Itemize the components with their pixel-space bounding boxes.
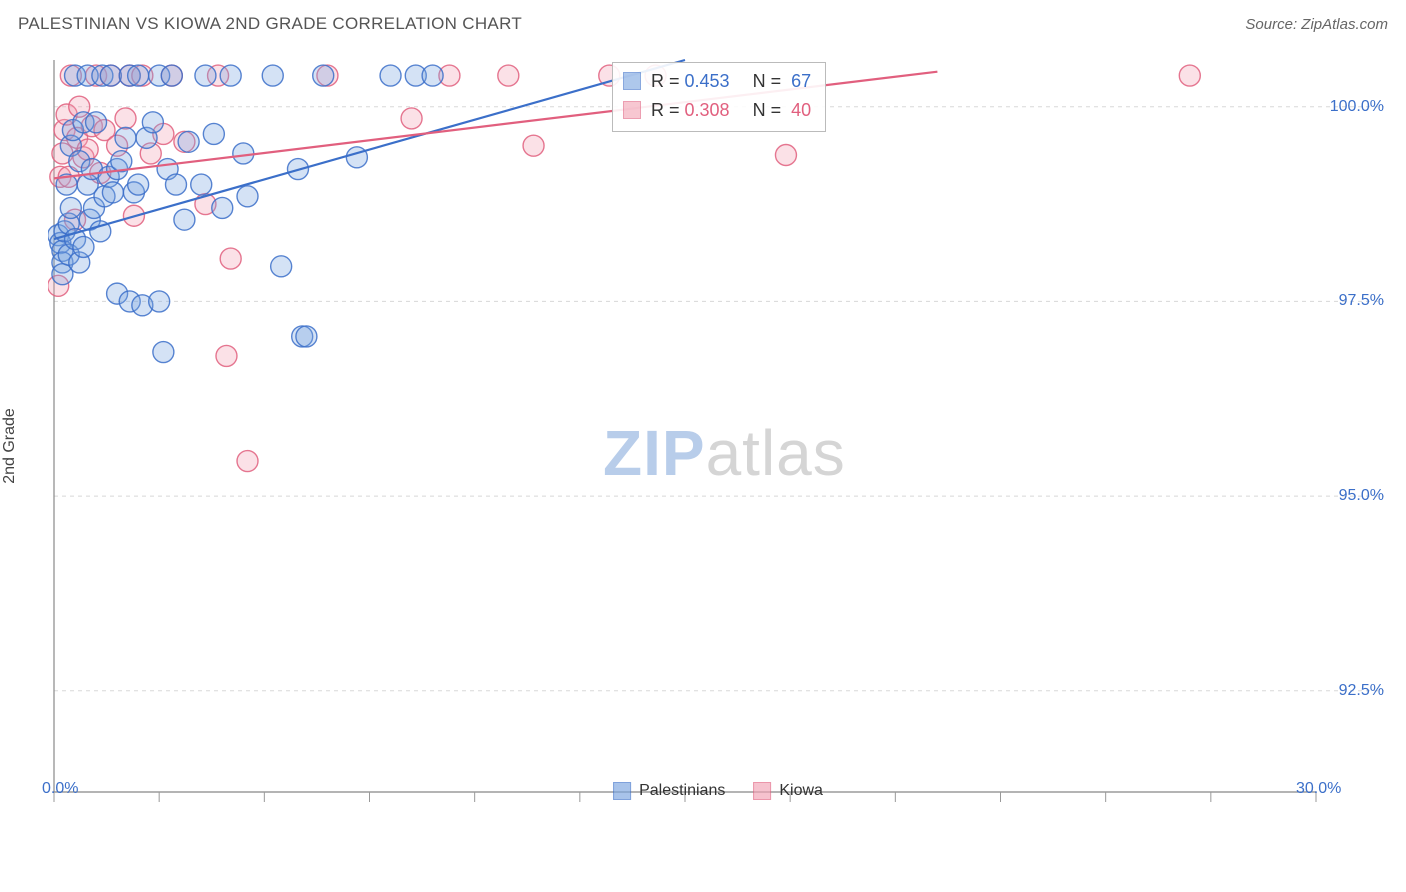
legend-swatch [613,782,631,800]
series-swatch [623,101,641,119]
x-min-label: 0.0% [42,780,78,798]
legend: Palestinians Kiowa [613,782,823,800]
legend-item: Kiowa [753,782,823,800]
correlation-stats-box: R = 0.453 N = 67R = 0.308 N = 40 [612,62,826,132]
chart-area: ZIPatlas R = 0.453 N = 67R = 0.308 N = 4… [48,56,1388,816]
y-tick-label: 97.5% [1339,292,1384,310]
header: PALESTINIAN VS KIOWA 2ND GRADE CORRELATI… [0,0,1406,48]
y-axis-label: 2nd Grade [1,408,19,484]
y-tick-label: 92.5% [1339,682,1384,700]
chart-title: PALESTINIAN VS KIOWA 2ND GRADE CORRELATI… [18,14,522,34]
legend-label: Palestinians [639,782,725,800]
source-prefix: Source: [1245,16,1301,33]
stats-row: R = 0.453 N = 67 [623,67,811,96]
source-attribution: Source: ZipAtlas.com [1245,16,1388,33]
stats-text: R = 0.308 N = 40 [651,96,811,125]
stats-text: R = 0.453 N = 67 [651,67,811,96]
y-tick-label: 100.0% [1330,98,1384,116]
legend-item: Palestinians [613,782,725,800]
legend-swatch [753,782,771,800]
y-tick-label: 95.0% [1339,487,1384,505]
legend-label: Kiowa [779,782,823,800]
x-max-label: 30.0% [1296,780,1341,798]
stats-row: R = 0.308 N = 40 [623,96,811,125]
series-swatch [623,72,641,90]
scatter-chart [48,56,1388,816]
source-name: ZipAtlas.com [1301,16,1388,33]
